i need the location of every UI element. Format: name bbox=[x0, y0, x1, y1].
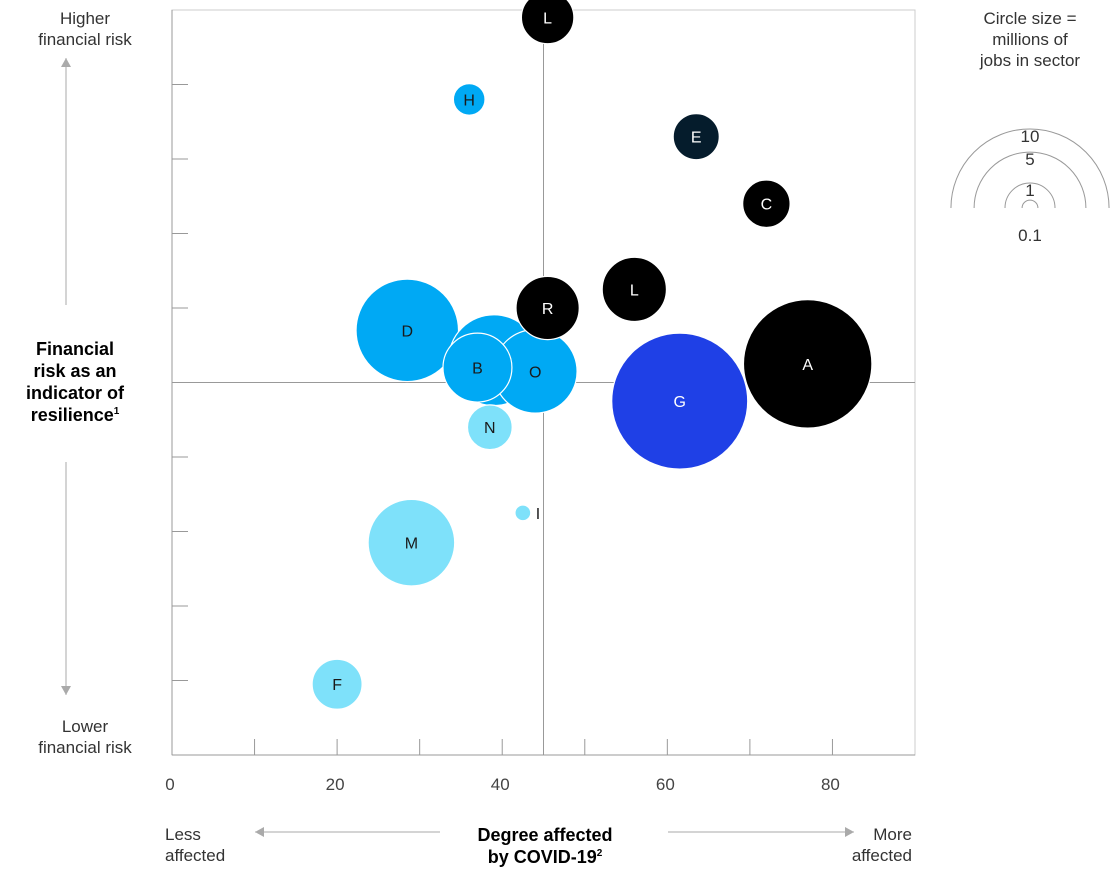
y-axis-top-label: Higher financial risk bbox=[20, 8, 150, 50]
bubble-g bbox=[611, 332, 749, 470]
legend-arc-10 bbox=[950, 128, 1110, 209]
y-axis-top-label-line1: Higher bbox=[59, 9, 111, 28]
x-axis-right-label-line1: More bbox=[873, 825, 912, 844]
legend-size-label: 10 bbox=[1021, 127, 1040, 146]
bubble-label-i: I bbox=[536, 506, 540, 523]
bubble-d bbox=[355, 278, 460, 383]
legend-arc-0-1 bbox=[1021, 199, 1039, 209]
legend-title: Circle size = millions of jobs in sector bbox=[960, 8, 1100, 71]
bubble-label-e: E bbox=[691, 130, 702, 147]
y-axis-bottom-label-line1: Lower bbox=[61, 717, 109, 736]
x-axis-title: Degree affected by COVID-192 bbox=[440, 824, 650, 868]
y-axis-title-footnote: 1 bbox=[113, 406, 120, 417]
bubble-b bbox=[442, 332, 513, 403]
bubble-l bbox=[520, 0, 575, 45]
x-axis-right-label-line2: affected bbox=[851, 846, 912, 865]
y-axis-bottom-label: Lower financial risk bbox=[20, 716, 150, 758]
legend-size-label: 0.1 bbox=[1018, 226, 1042, 245]
legend-arc-5 bbox=[973, 151, 1087, 209]
bubble-label-c: C bbox=[761, 197, 773, 214]
x-axis-left-label-line2: affected bbox=[165, 846, 226, 865]
x-axis-title-line2: by COVID-19 bbox=[487, 847, 597, 867]
bubble-label-g: G bbox=[673, 394, 685, 411]
legend-title-line1: Circle size = bbox=[983, 9, 1077, 28]
bubble-label-a: A bbox=[802, 357, 813, 374]
x-tick-label: 0 bbox=[165, 775, 174, 794]
x-tick-label: 20 bbox=[326, 775, 345, 794]
bubble-label-h: H bbox=[463, 92, 475, 109]
bubble-m bbox=[367, 498, 456, 587]
x-axis-left-label-line1: Less bbox=[165, 825, 201, 844]
bubble-label-d: D bbox=[402, 323, 414, 340]
legend-size-label: 1 bbox=[1025, 181, 1034, 200]
bubble-label-b: B bbox=[472, 361, 483, 378]
x-arrow-left-head bbox=[255, 827, 264, 837]
y-axis-title-line1: Financial bbox=[35, 339, 115, 359]
legend-arc-1 bbox=[1004, 182, 1056, 209]
bubble-f bbox=[311, 658, 363, 710]
legend-title-line2: millions of bbox=[992, 30, 1068, 49]
x-tick-label: 40 bbox=[491, 775, 510, 794]
bubble-n bbox=[466, 404, 513, 451]
legend-size-label: 5 bbox=[1025, 150, 1034, 169]
y-axis-title-line3: indicator of bbox=[26, 383, 124, 403]
bubble-label-m: M bbox=[405, 536, 418, 553]
x-axis-right-label: More affected bbox=[790, 824, 912, 866]
legend-title-line3: jobs in sector bbox=[979, 51, 1081, 70]
y-axis-bottom-label-line2: financial risk bbox=[38, 738, 132, 757]
bubble-label-n: N bbox=[484, 420, 496, 437]
bubble-c bbox=[742, 179, 791, 229]
y-arrow-up-head bbox=[61, 58, 71, 67]
x-tick-label: 60 bbox=[656, 775, 675, 794]
y-arrow-down-head bbox=[61, 686, 71, 695]
y-axis-title-line2: risk as an bbox=[33, 361, 117, 381]
bubble-label-r: R bbox=[542, 301, 554, 318]
y-axis-title: Financial risk as an indicator of resili… bbox=[10, 338, 140, 426]
x-tick-label: 80 bbox=[821, 775, 840, 794]
bubble-label-l: L bbox=[543, 10, 552, 27]
x-arrow-right-head bbox=[845, 827, 854, 837]
bubble-e bbox=[672, 113, 720, 161]
bubble-r bbox=[515, 275, 580, 341]
bubble-i bbox=[514, 504, 532, 522]
x-axis-title-line1: Degree affected bbox=[477, 825, 613, 845]
bubble-label-l: L bbox=[630, 282, 639, 299]
bubble-label-o: O bbox=[529, 364, 541, 381]
x-axis-title-footnote: 2 bbox=[596, 848, 603, 859]
bubble-h bbox=[452, 82, 486, 116]
y-axis-top-label-line2: financial risk bbox=[38, 30, 132, 49]
bubble-a bbox=[742, 299, 873, 429]
x-axis-left-label: Less affected bbox=[165, 824, 225, 866]
bubble-l bbox=[601, 256, 668, 323]
y-axis-title-line4: resilience bbox=[30, 405, 114, 425]
bubble-label-f: F bbox=[332, 677, 342, 694]
